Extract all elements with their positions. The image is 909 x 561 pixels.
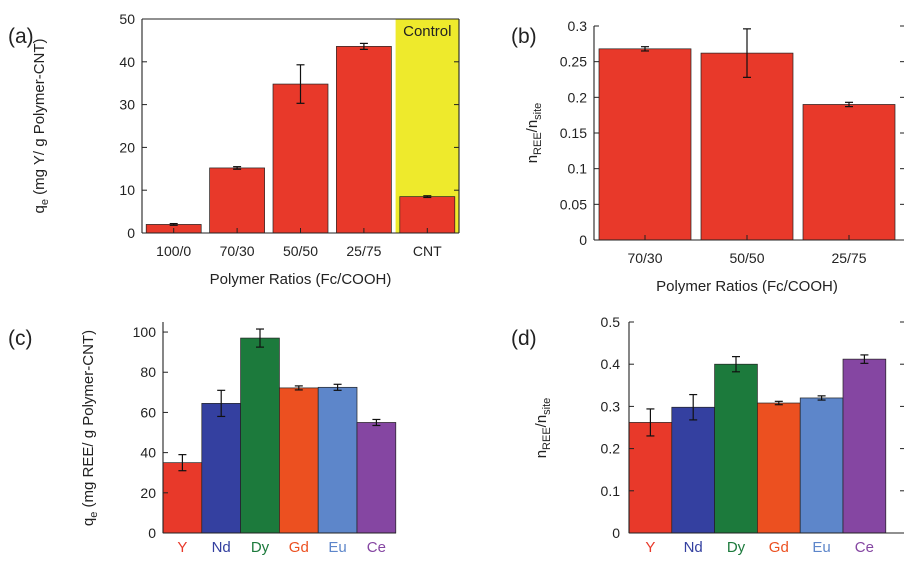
panel-c-xtick-label-0: Y xyxy=(177,539,187,556)
panel-b-ylabel-b: /n xyxy=(524,120,541,133)
panel-c-xtick-label-5: Ce xyxy=(367,539,386,556)
panel-a-ytick-label-0: 0 xyxy=(127,225,135,241)
panel-d-ylabel: nREE/nsite xyxy=(533,398,553,459)
panel-d-bar-0 xyxy=(628,422,673,534)
panel-d-xtick-label-5: Ce xyxy=(855,539,874,556)
panel-a-xtick-label-2: 50/50 xyxy=(283,243,318,259)
panel-d-xtick-label-1: Nd xyxy=(684,539,703,556)
panel-c-bar-2 xyxy=(240,337,280,534)
panel-d-ytick-label-5: 0.5 xyxy=(601,314,621,330)
panel-b-ytick-label-3: 0.15 xyxy=(560,125,587,141)
panel-c-label: (c) xyxy=(8,327,33,350)
panel-b-label: (b) xyxy=(511,25,537,48)
panel-d-label: (d) xyxy=(511,327,537,350)
panel-d-xtick-label-4: Eu xyxy=(812,539,830,556)
panel-d-bar-4 xyxy=(799,397,844,534)
panel-c-ytick-label-4: 80 xyxy=(140,364,156,380)
panel-b-bar-1 xyxy=(700,52,794,241)
panel-a-xtick-label-1: 70/30 xyxy=(220,243,255,259)
panel-a-ytick-label-3: 30 xyxy=(119,97,135,113)
panel-d-bar-3 xyxy=(757,402,801,534)
panel-d-xtick-label-2: Dy xyxy=(727,539,746,556)
panel-a-bar-2 xyxy=(272,83,329,234)
panel-d-bar-1 xyxy=(671,406,715,534)
panel-c-ytick-label-1: 20 xyxy=(140,485,156,501)
panel-b-ytick-label-1: 0.05 xyxy=(560,196,587,212)
panel-a-xtick-label-3: 25/75 xyxy=(346,243,381,259)
panel-a-label: (a) xyxy=(8,25,34,48)
panel-c-bar-0 xyxy=(162,462,203,534)
panel-d-ytick-label-1: 0.1 xyxy=(601,483,621,499)
panel-c-ylabel-main: q xyxy=(80,518,97,526)
panel-d-ytick-label-0: 0 xyxy=(612,525,620,541)
panel-d-ytick-label-4: 0.4 xyxy=(601,356,621,372)
panel-a-ytick-label-2: 20 xyxy=(119,139,135,155)
panel-b-ytick-label-4: 0.2 xyxy=(568,89,588,105)
panel-c-ylabel-rest: (mg REE/ g Polymer-CNT) xyxy=(80,330,97,512)
panel-a-xlabel: Polymer Ratios (Fc/COOH) xyxy=(210,271,392,288)
panel-a-ytick-label-5: 50 xyxy=(119,11,135,27)
panel-b-ylabel: nREE/nsite xyxy=(524,103,544,164)
panel-d-ytick-label-2: 0.2 xyxy=(601,441,621,457)
panel-c-ytick-label-5: 100 xyxy=(133,324,157,340)
panel-a-xtick-label-0: 100/0 xyxy=(156,243,191,259)
panel-a-control-label: Control xyxy=(403,23,451,40)
panel-d-ylabel-a: n xyxy=(533,450,550,458)
panel-a-xtick-label-4: CNT xyxy=(413,243,442,259)
panel-a-ytick-label-4: 40 xyxy=(119,54,135,70)
panel-c-xtick-label-2: Dy xyxy=(251,539,270,556)
panel-a-bar-4 xyxy=(399,196,456,234)
panel-c-ylabel-sub: e xyxy=(88,512,100,518)
panel-b-xtick-label-2: 25/75 xyxy=(831,250,866,266)
panel-d-xtick-label-3: Gd xyxy=(769,539,789,556)
panel-a-ylabel-rest: (mg Y/ g Polymer-CNT) xyxy=(31,38,48,199)
panel-b-bar-0 xyxy=(598,48,692,241)
panel-b-xtick-label-1: 50/50 xyxy=(729,250,764,266)
panel-c-bar-4 xyxy=(317,386,358,534)
panel-c-xtick-label-4: Eu xyxy=(328,539,346,556)
panel-a-ytick-label-1: 10 xyxy=(119,182,135,198)
panel-d-bar-5 xyxy=(842,358,887,534)
panel-a-bar-3 xyxy=(336,46,392,234)
panel-b-ytick-label-0: 0 xyxy=(579,232,587,248)
panel-c-ytick-label-2: 40 xyxy=(140,445,156,461)
panel-b-ylabel-a-sub: REE xyxy=(532,132,544,155)
panel-b-ytick-label-2: 0.1 xyxy=(568,161,588,177)
panel-c-bar-1 xyxy=(201,403,241,534)
panel-c-ytick-label-0: 0 xyxy=(148,525,156,541)
panel-b-bar-2 xyxy=(802,104,896,241)
panel-b-ytick-label-6: 0.3 xyxy=(568,18,588,34)
panel-d-xtick-label-0: Y xyxy=(645,539,655,556)
panel-b-xlabel: Polymer Ratios (Fc/COOH) xyxy=(656,278,838,295)
panel-a-bar-1 xyxy=(209,167,265,234)
panel-a-ylabel: qe (mg Y/ g Polymer-CNT) xyxy=(31,38,51,213)
panel-c-xtick-label-3: Gd xyxy=(289,539,309,556)
panel-d-bar-2 xyxy=(714,363,758,534)
panel-d-ylabel-b-sub: site xyxy=(541,398,553,415)
panel-b-ylabel-b-sub: site xyxy=(532,103,544,120)
panel-c-ylabel: qe (mg REE/ g Polymer-CNT) xyxy=(80,330,100,526)
panel-b-ytick-label-5: 0.25 xyxy=(560,54,587,70)
panel-c-xtick-label-1: Nd xyxy=(212,539,231,556)
panel-c-bar-3 xyxy=(279,387,319,534)
panel-b-ylabel-a: n xyxy=(524,155,541,163)
panel-c-bar-5 xyxy=(356,422,397,534)
panel-d-ytick-label-3: 0.3 xyxy=(601,398,621,414)
panel-c-ytick-label-3: 60 xyxy=(140,404,156,420)
panel-a-ylabel-main: q xyxy=(31,205,48,213)
panel-b-xtick-label-0: 70/30 xyxy=(627,250,662,266)
panel-d-ylabel-a-sub: REE xyxy=(541,427,553,450)
panel-d-ylabel-b: /n xyxy=(533,415,550,428)
panel-a-ylabel-sub: e xyxy=(39,199,51,205)
